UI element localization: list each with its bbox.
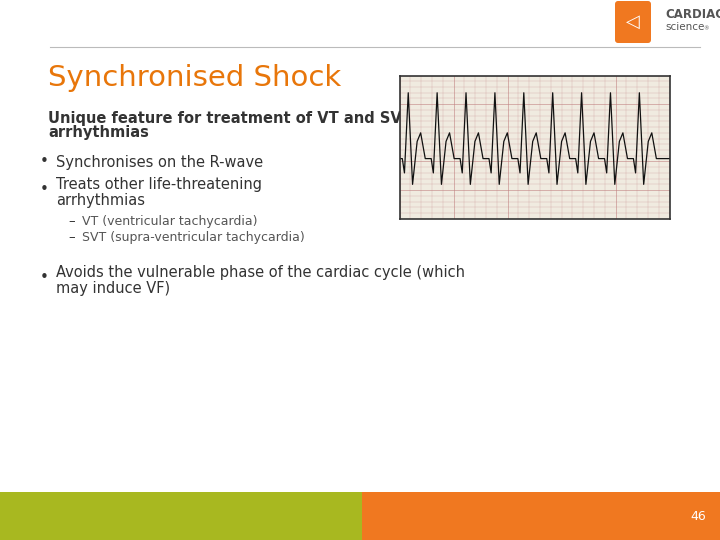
Text: •: • xyxy=(40,183,49,198)
Bar xyxy=(0,492,362,540)
FancyBboxPatch shape xyxy=(615,1,651,43)
Text: –: – xyxy=(68,215,75,228)
Text: Treats other life-threatening: Treats other life-threatening xyxy=(56,178,262,192)
Text: Synchronises on the R-wave: Synchronises on the R-wave xyxy=(56,154,263,170)
Text: •: • xyxy=(40,271,49,286)
Text: Unique feature for treatment of VT and SVT: Unique feature for treatment of VT and S… xyxy=(48,111,412,125)
Text: ◁: ◁ xyxy=(626,13,640,31)
Text: science: science xyxy=(665,22,704,32)
Text: VT (ventricular tachycardia): VT (ventricular tachycardia) xyxy=(82,215,258,228)
Text: arrhythmias: arrhythmias xyxy=(56,192,145,207)
Text: 46: 46 xyxy=(690,510,706,523)
Text: ®: ® xyxy=(703,26,708,31)
Text: –: – xyxy=(68,232,75,245)
Text: arrhythmias: arrhythmias xyxy=(48,125,149,140)
Text: CARDIAC: CARDIAC xyxy=(665,8,720,21)
Text: Synchronised Shock: Synchronised Shock xyxy=(48,64,341,92)
Text: SVT (supra-ventricular tachycardia): SVT (supra-ventricular tachycardia) xyxy=(82,232,305,245)
Text: •: • xyxy=(40,154,49,170)
Bar xyxy=(362,492,720,540)
Text: may induce VF): may induce VF) xyxy=(56,280,170,295)
Text: Avoids the vulnerable phase of the cardiac cycle (which: Avoids the vulnerable phase of the cardi… xyxy=(56,266,465,280)
